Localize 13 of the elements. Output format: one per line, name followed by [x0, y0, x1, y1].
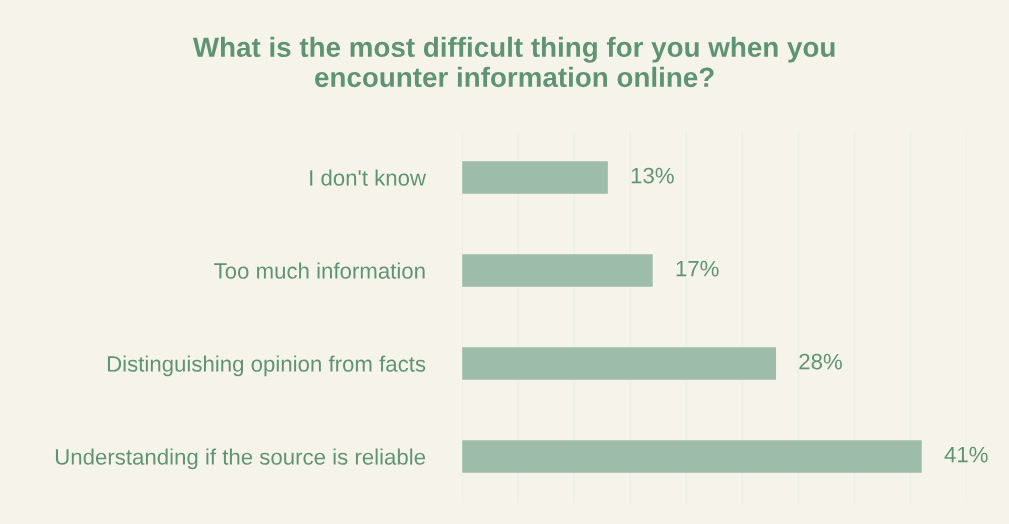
bar	[462, 347, 777, 380]
y-tick-label: Distinguishing opinion from facts	[107, 355, 426, 377]
y-tick-label: I don't know	[310, 169, 427, 186]
y-tick-label: Too much information	[214, 262, 425, 279]
y-tick-label: Understanding if the source is reliable	[55, 448, 426, 470]
bar	[462, 161, 608, 194]
data-label: 41%	[944, 446, 988, 463]
chart-title: What is the most difficult thing for you when you encounter information online?	[192, 36, 835, 88]
data-label: 17%	[676, 260, 719, 277]
data-label: 13%	[631, 167, 674, 184]
bar	[462, 440, 922, 473]
data-label: 28%	[799, 353, 842, 370]
bar	[462, 254, 653, 287]
